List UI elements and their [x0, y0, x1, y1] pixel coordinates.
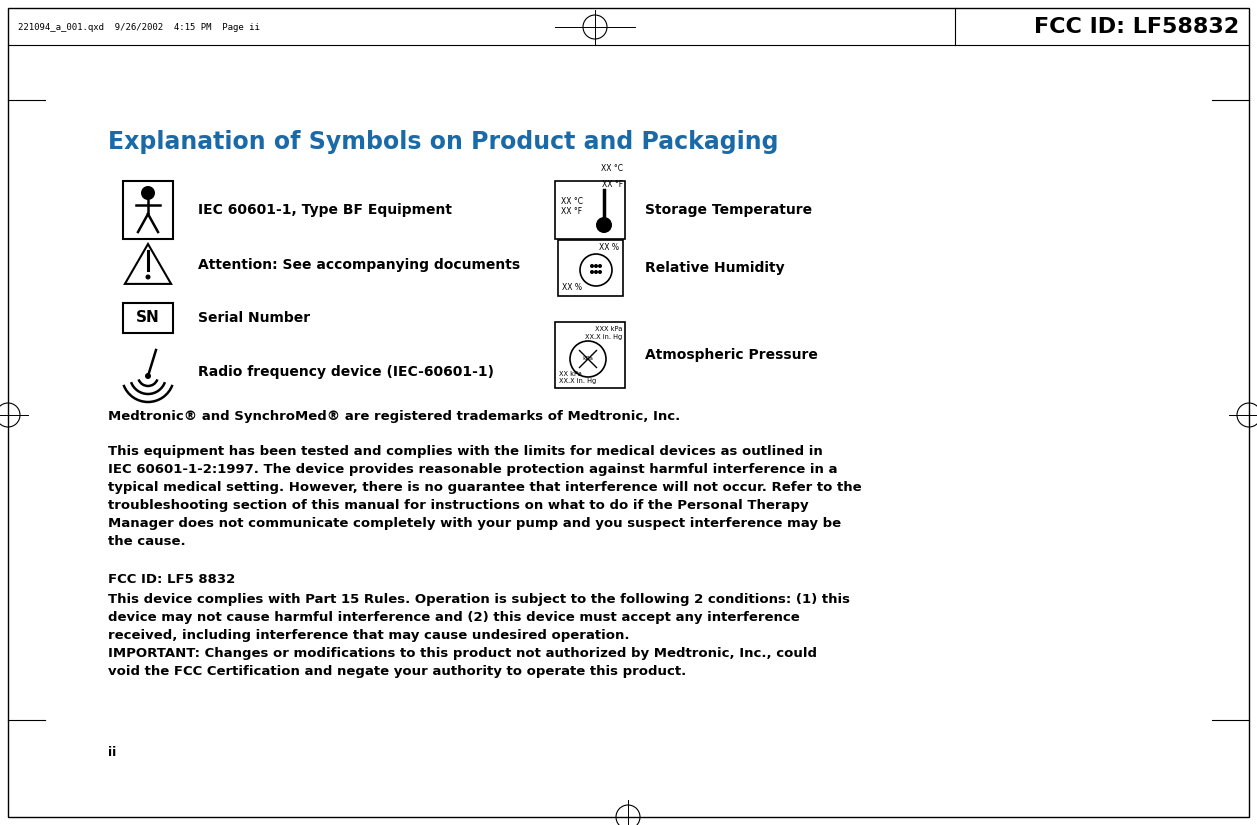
Text: XX.X in. Hg: XX.X in. Hg [585, 334, 622, 340]
Text: XX °F: XX °F [602, 180, 623, 189]
Text: This equipment has been tested and complies with the limits for medical devices : This equipment has been tested and compl… [108, 445, 823, 458]
Text: the cause.: the cause. [108, 535, 186, 548]
Text: FCC ID: LF58832: FCC ID: LF58832 [1033, 17, 1239, 37]
Text: Manager does not communicate completely with your pump and you suspect interfere: Manager does not communicate completely … [108, 517, 841, 530]
Text: Relative Humidity: Relative Humidity [645, 261, 784, 275]
Text: XX °F: XX °F [561, 208, 582, 216]
Circle shape [595, 270, 598, 274]
Text: 221094_a_001.qxd  9/26/2002  4:15 PM  Page ii: 221094_a_001.qxd 9/26/2002 4:15 PM Page … [18, 22, 260, 31]
Circle shape [141, 186, 155, 200]
Bar [123, 181, 173, 239]
Circle shape [598, 264, 602, 268]
Text: Medtronic® and SynchroMed® are registered trademarks of Medtronic, Inc.: Medtronic® and SynchroMed® are registere… [108, 410, 680, 423]
Text: This device complies with Part 15 Rules. Operation is subject to the following 2: This device complies with Part 15 Rules.… [108, 593, 850, 606]
Text: ii: ii [108, 747, 116, 760]
Text: IEC 60601-1-2:1997. The device provides reasonable protection against harmful in: IEC 60601-1-2:1997. The device provides … [108, 463, 837, 476]
Text: Explanation of Symbols on Product and Packaging: Explanation of Symbols on Product and Pa… [108, 130, 778, 154]
Text: IMPORTANT: Changes or modifications to this product not authorized by Medtronic,: IMPORTANT: Changes or modifications to t… [108, 647, 817, 660]
Circle shape [595, 264, 598, 268]
Circle shape [598, 270, 602, 274]
Bar [558, 240, 623, 296]
Text: Storage Temperature: Storage Temperature [645, 203, 812, 217]
Text: troubleshooting section of this manual for instructions on what to do if the Per: troubleshooting section of this manual f… [108, 499, 808, 512]
Bar [123, 303, 173, 333]
Text: Attention: See accompanying documents: Attention: See accompanying documents [199, 258, 520, 272]
Text: XX %: XX % [600, 243, 618, 252]
Text: kPa: kPa [582, 356, 593, 361]
Text: typical medical setting. However, there is no guarantee that interference will n: typical medical setting. However, there … [108, 481, 861, 494]
Text: XXX kPa: XXX kPa [595, 326, 622, 332]
Circle shape [590, 270, 595, 274]
Text: XX kPa: XX kPa [559, 371, 582, 377]
Text: IEC 60601-1, Type BF Equipment: IEC 60601-1, Type BF Equipment [199, 203, 453, 217]
Circle shape [146, 275, 151, 280]
Circle shape [590, 264, 595, 268]
Text: XX %: XX % [562, 284, 582, 293]
Text: received, including interference that may cause undesired operation.: received, including interference that ma… [108, 629, 630, 642]
Text: SN: SN [136, 310, 160, 326]
Text: Atmospheric Pressure: Atmospheric Pressure [645, 348, 818, 362]
Circle shape [596, 217, 612, 233]
Text: FCC ID: LF5 8832: FCC ID: LF5 8832 [108, 573, 235, 586]
Text: XX °C: XX °C [561, 197, 583, 206]
Bar [556, 322, 625, 388]
Text: void the FCC Certification and negate your authority to operate this product.: void the FCC Certification and negate yo… [108, 665, 686, 678]
Text: Serial Number: Serial Number [199, 311, 310, 325]
Text: Radio frequency device (IEC-60601-1): Radio frequency device (IEC-60601-1) [199, 365, 494, 379]
Bar [556, 181, 625, 239]
Text: XX °C: XX °C [601, 164, 623, 173]
Text: XX.X in. Hg: XX.X in. Hg [559, 378, 596, 384]
Text: device may not cause harmful interference and (2) this device must accept any in: device may not cause harmful interferenc… [108, 611, 799, 624]
Circle shape [145, 373, 151, 379]
